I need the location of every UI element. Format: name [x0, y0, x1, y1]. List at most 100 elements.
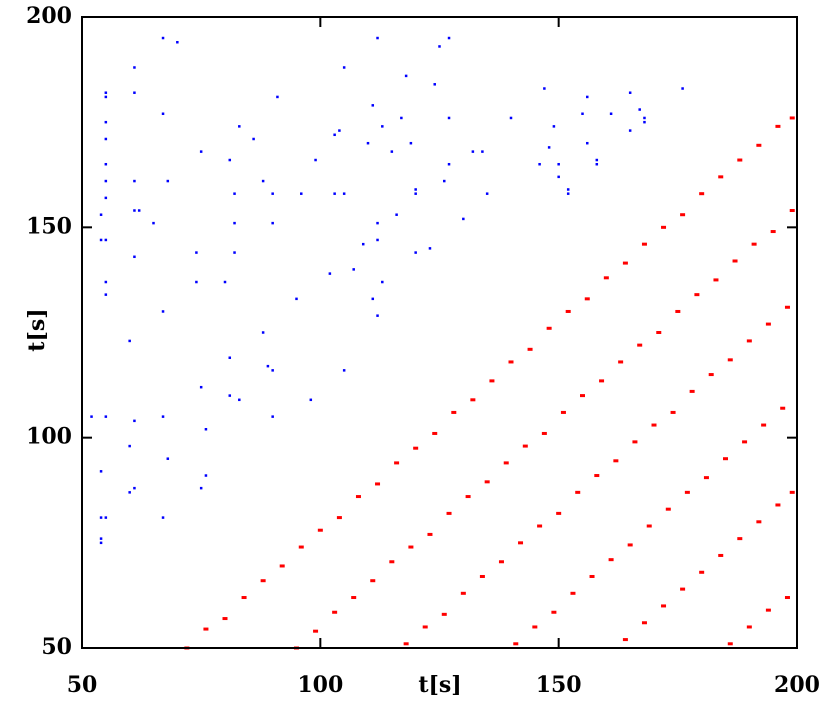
blue-point: [238, 398, 241, 402]
red-point: [622, 261, 628, 265]
red-point: [775, 124, 781, 128]
blue-point: [371, 297, 375, 301]
red-point: [336, 516, 342, 520]
blue-point: [428, 247, 432, 250]
blue-point: [261, 331, 265, 334]
red-point: [718, 175, 724, 179]
y-tick-label: 200: [26, 3, 72, 29]
red-point: [575, 490, 581, 494]
blue-point: [471, 150, 475, 153]
red-point: [584, 297, 590, 301]
red-point: [680, 587, 686, 591]
red-point: [503, 461, 509, 465]
blue-point: [681, 87, 684, 90]
x-tick-label: 150: [536, 672, 582, 698]
blue-point: [90, 415, 93, 418]
red-point: [541, 431, 547, 435]
blue-point: [204, 428, 208, 431]
blue-point: [161, 516, 165, 519]
red-point: [532, 625, 538, 629]
red-point: [332, 610, 338, 614]
red-point: [460, 591, 466, 595]
blue-point: [586, 141, 589, 145]
red-point: [351, 596, 357, 600]
red-point: [765, 608, 771, 612]
blue-point: [638, 108, 641, 111]
red-point: [446, 511, 452, 515]
blue-point: [99, 541, 103, 545]
red-point: [780, 406, 786, 410]
blue-point: [485, 192, 489, 195]
blue-point: [276, 95, 279, 99]
red-point: [570, 591, 576, 595]
red-point: [317, 528, 323, 532]
blue-point: [104, 238, 108, 242]
blue-point: [104, 91, 108, 94]
blue-point: [538, 162, 541, 166]
blue-point: [233, 221, 236, 225]
blue-point: [557, 175, 560, 179]
red-point: [489, 379, 495, 383]
blue-point: [161, 112, 165, 116]
blue-point: [404, 74, 408, 78]
blue-point: [104, 415, 108, 418]
blue-point: [595, 162, 599, 166]
blue-point: [381, 125, 384, 128]
blue-point: [352, 268, 355, 271]
blue-point: [161, 36, 165, 40]
red-point: [756, 520, 762, 524]
red-point: [742, 440, 748, 444]
red-point: [775, 503, 781, 507]
blue-point: [462, 217, 465, 221]
red-point: [222, 617, 228, 621]
blue-point: [314, 158, 317, 162]
blue-point: [228, 158, 232, 162]
y-axis-label: t[s]: [24, 308, 50, 351]
red-point: [260, 579, 266, 583]
red-point: [699, 570, 705, 574]
blue-point: [271, 415, 274, 418]
blue-point: [128, 339, 131, 343]
blue-point: [581, 112, 584, 116]
red-point: [613, 459, 619, 463]
blue-point: [104, 280, 108, 284]
blue-point: [137, 209, 141, 212]
red-point: [789, 116, 795, 120]
red-point: [708, 373, 714, 377]
red-point: [694, 293, 700, 297]
red-point: [441, 612, 447, 616]
red-point: [355, 495, 361, 499]
red-point: [603, 276, 609, 280]
red-point: [637, 343, 643, 347]
red-point: [699, 192, 705, 196]
blue-point: [204, 474, 208, 477]
blue-point: [99, 238, 103, 242]
blue-point: [161, 310, 165, 313]
blue-point: [557, 162, 560, 166]
red-point: [518, 541, 524, 545]
red-point: [680, 213, 686, 217]
red-point: [761, 423, 767, 427]
blue-point: [543, 87, 546, 90]
red-point: [422, 625, 428, 629]
red-point: [651, 423, 657, 427]
blue-point: [133, 255, 136, 259]
blue-point: [414, 188, 417, 191]
blue-point: [342, 66, 346, 69]
blue-point: [438, 45, 441, 48]
x-tick-label: 50: [67, 672, 98, 698]
blue-point: [547, 146, 551, 149]
blue-point: [371, 104, 375, 107]
red-point: [661, 604, 667, 608]
blue-point: [338, 129, 341, 132]
blue-point: [300, 192, 303, 195]
blue-point: [133, 66, 136, 69]
red-point: [580, 394, 585, 398]
red-point: [737, 537, 743, 541]
blue-point: [376, 36, 379, 40]
red-point: [413, 446, 419, 450]
x-tick-label: 100: [297, 672, 343, 698]
red-point: [632, 440, 638, 444]
red-point: [746, 625, 752, 629]
red-point: [522, 444, 528, 448]
